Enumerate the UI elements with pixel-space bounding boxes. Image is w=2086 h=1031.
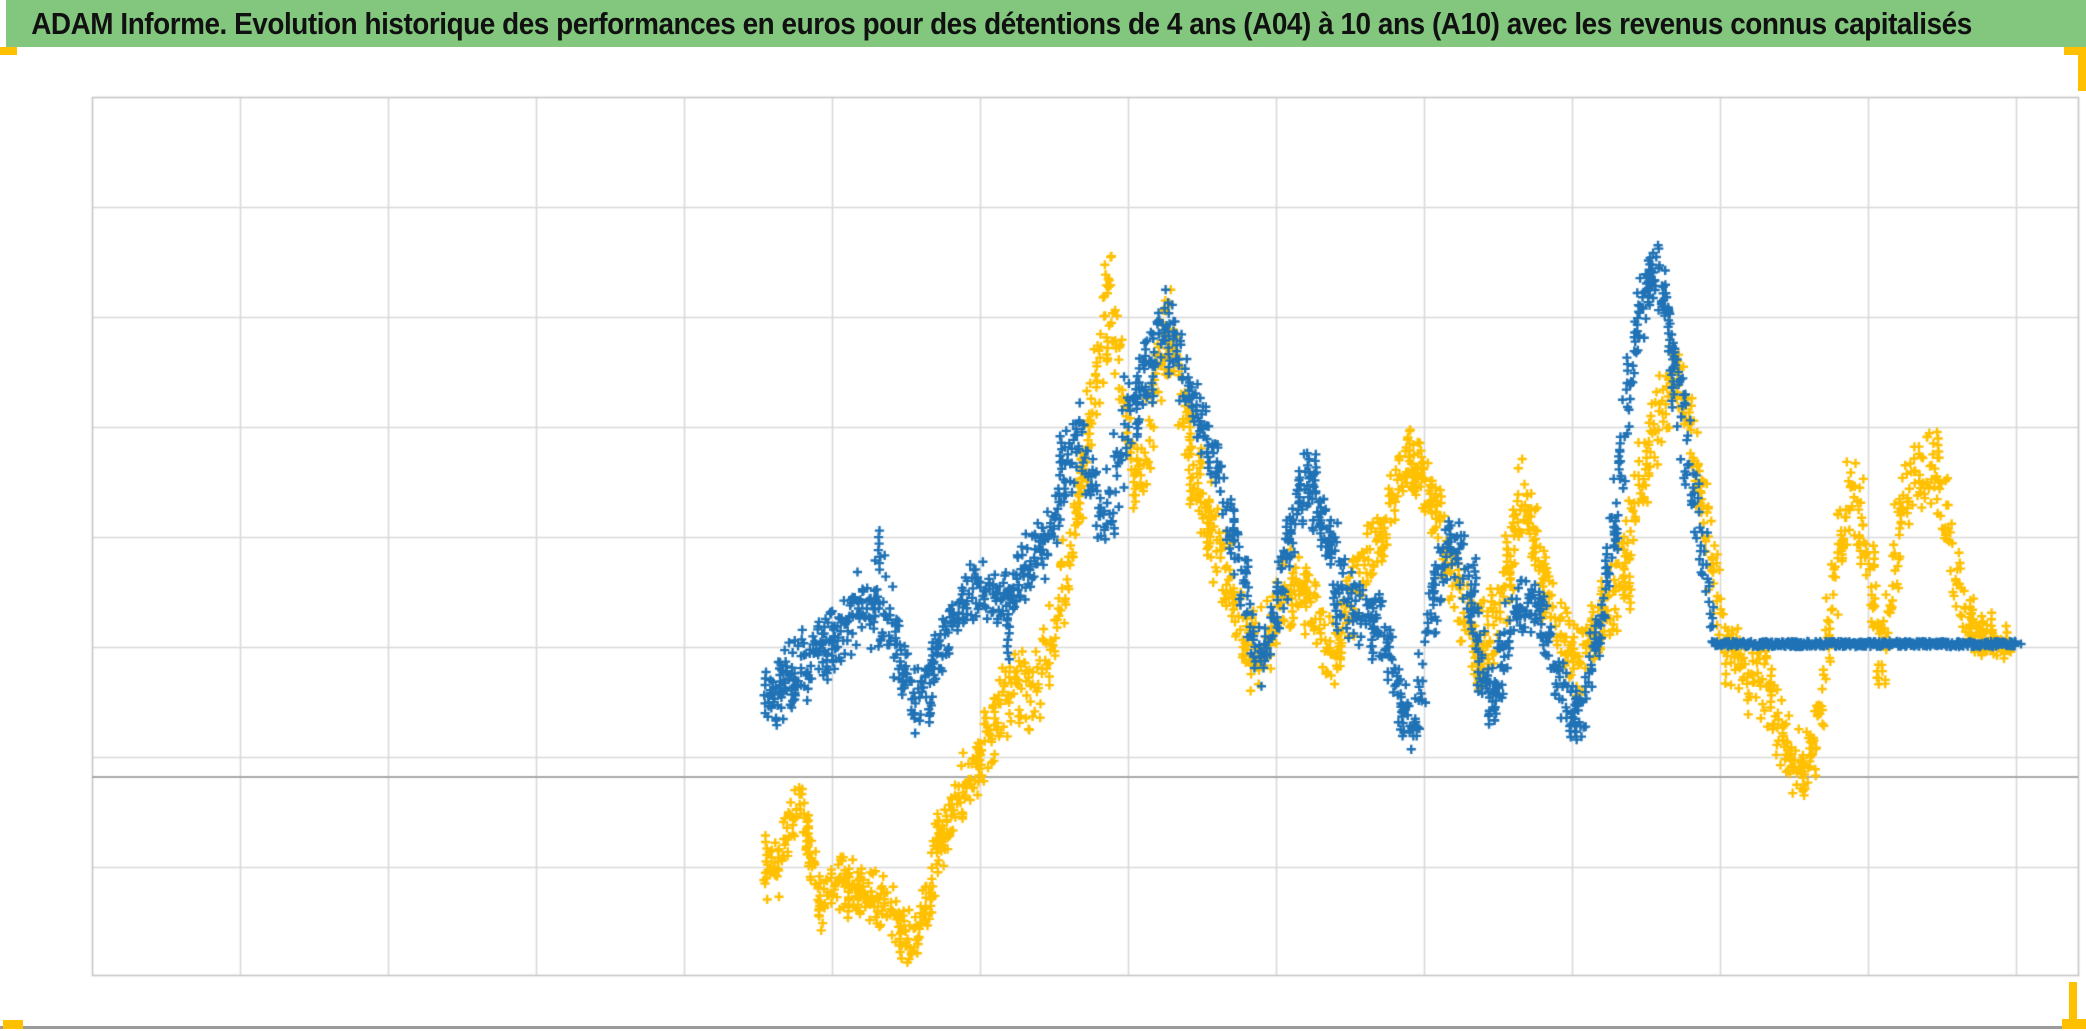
- bottom-divider: [0, 1026, 2086, 1029]
- report-title-bar: ADAM Informe. Evolution historique des p…: [6, 0, 2086, 47]
- print-corner-bottom-left-handle: [3, 1020, 23, 1029]
- print-corner-top-right-h-handle: [2064, 47, 2086, 55]
- print-corner-top-left-handle: [0, 47, 17, 55]
- print-corner-bottom-right-h-handle: [2062, 1019, 2086, 1029]
- report-title: ADAM Informe. Evolution historique des p…: [31, 5, 1972, 41]
- print-corner-top-right-v-handle: [2078, 47, 2086, 91]
- print-corner-bottom-right-v-handle: [2069, 982, 2077, 1022]
